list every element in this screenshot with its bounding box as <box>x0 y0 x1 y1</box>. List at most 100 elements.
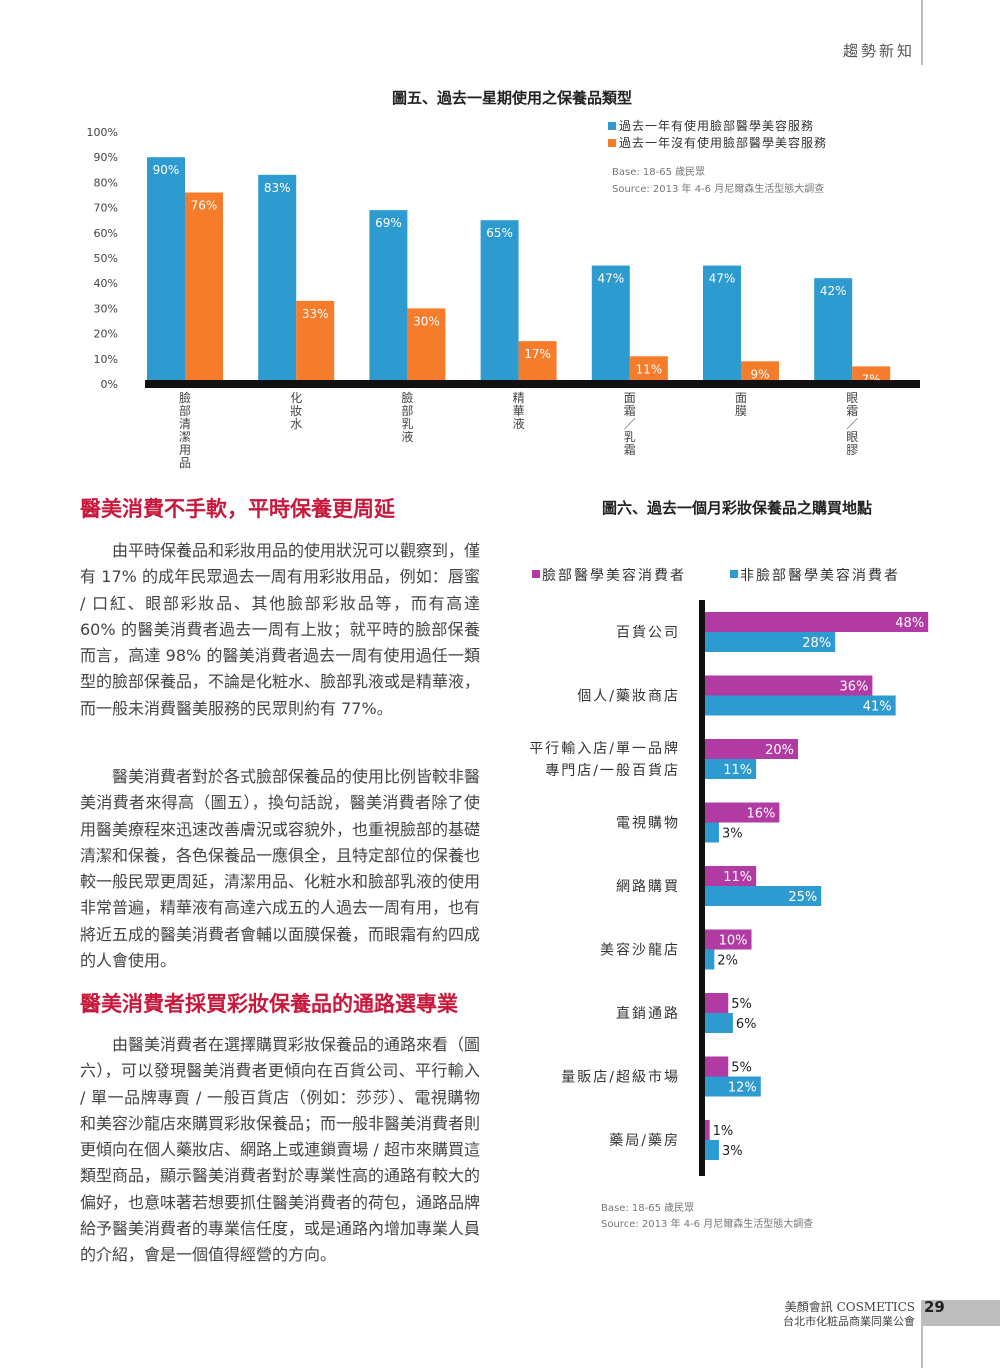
bar <box>705 695 896 716</box>
category-label: 水 <box>290 417 302 431</box>
category-label: 藥局/藥房 <box>609 1133 680 1149</box>
bar <box>147 157 185 384</box>
bar <box>705 1013 733 1033</box>
legend-swatch-blue <box>730 570 738 578</box>
bar-value-label: 36% <box>839 680 868 695</box>
category-label: 部 <box>401 403 413 418</box>
y-tick-label: 10% <box>94 353 118 366</box>
bar-value-label: 2% <box>717 954 738 969</box>
bar-value-label: 1% <box>713 1124 734 1139</box>
category-label: 液 <box>401 429 413 444</box>
bar-value-label: 47% <box>597 272 624 286</box>
chart6-title: 圖六、過去一個月彩妝保養品之購買地點 <box>602 499 872 517</box>
bar <box>705 1140 719 1160</box>
y-tick-label: 50% <box>94 252 118 265</box>
chart-usage-by-product-type: 圖五、過去一星期使用之保養品類型 100% 90% 80% 70% 60% 50% 40% 3… <box>87 89 920 470</box>
bar-value-label: 42% <box>820 284 847 298</box>
chart5-source-note: Source: 2013 年 4-6 月尼爾森生活型態大調查 <box>612 182 824 195</box>
bar <box>705 612 929 632</box>
bar-value-label: 6% <box>736 1017 757 1032</box>
chart6-legend: 臉部醫學美容消費者 非臉部醫學美容消費者 <box>532 567 900 584</box>
footer-divider <box>921 1300 923 1368</box>
legend-label-2: 非臉部醫學美容消費者 <box>740 567 900 584</box>
bar <box>705 739 798 759</box>
heading-2: 醫美消費者採買彩妝保養品的通路選專業 <box>80 992 458 1016</box>
category-label: 臉 <box>179 390 191 405</box>
y-tick-label: 60% <box>94 227 118 240</box>
legend-label-2: 過去一年沒有使用臉部醫學美容服務 <box>619 135 827 150</box>
chart5-baseline <box>145 380 920 388</box>
chart5-title: 圖五、過去一星期使用之保養品類型 <box>392 89 632 107</box>
bar-value-label: 30% <box>413 314 440 328</box>
legend-swatch-blue <box>608 122 616 130</box>
bar-value-label: 20% <box>765 743 794 758</box>
bar <box>185 192 223 384</box>
category-label: 清 <box>179 417 191 431</box>
page-number-bar <box>922 1300 1000 1326</box>
bar-value-label: 11% <box>723 763 752 778</box>
paragraph-1: 由平時保養品和彩妝用品的使用狀況可以觀察到，僅有 17% 的成年民眾過去一周有用… <box>80 541 481 718</box>
chart-purchase-channels: 圖六、過去一個月彩妝保養品之購買地點 臉部醫學美容消費者 非臉部醫學美容消費者 … <box>529 499 929 1230</box>
bar-value-label: 17% <box>524 347 551 361</box>
category-label: 膠 <box>846 443 858 457</box>
category-label: 液 <box>513 416 525 431</box>
category-label: 個人/藥妝商店 <box>577 689 680 705</box>
header-divider <box>921 0 923 65</box>
bar-value-label: 48% <box>895 616 924 631</box>
bar-value-label: 16% <box>746 807 775 822</box>
category-label: 眼 <box>846 430 858 444</box>
page-number: 29 <box>924 1298 945 1316</box>
chart6-base-note: Base: 18-65 歲民眾 <box>601 1201 694 1214</box>
y-tick-label: 90% <box>94 151 118 164</box>
bar <box>703 265 741 384</box>
chart6-category-labels: 百貨公司個人/藥妝商店平行輸入店/單一品牌專門店/一般百貨店電視購物網路購買美容… <box>529 624 680 1149</box>
paragraph-3: 由醫美消費者在選擇購買彩妝保養品的通路來看（圖六），可以發現醫美消費者更傾向在百… <box>80 1035 481 1265</box>
bar <box>705 675 873 696</box>
category-label: 百貨公司 <box>616 624 680 641</box>
chart6-source-note: Source: 2013 年 4-6 月尼爾森生活型態大調查 <box>601 1217 813 1230</box>
bar-value-label: 11% <box>635 362 662 376</box>
category-label: 眼 <box>846 391 858 405</box>
bar <box>705 993 729 1013</box>
category-label: 妝 <box>290 404 302 418</box>
category-label: 化 <box>290 391 302 405</box>
category-label: 華 <box>513 404 525 418</box>
category-label: 精 <box>513 391 525 405</box>
category-label: 乳 <box>401 417 413 431</box>
bar <box>480 220 519 384</box>
bar-value-label: 41% <box>863 700 892 715</box>
bar-value-label: 65% <box>486 226 513 240</box>
chart5-base-note: Base: 18-65 歲民眾 <box>612 165 705 178</box>
bar <box>705 1056 729 1077</box>
heading-1: 醫美消費不手軟，平時保養更周延 <box>80 497 395 521</box>
bar <box>705 632 836 652</box>
bar-value-label: 28% <box>802 636 831 651</box>
bar <box>629 356 668 384</box>
chart5-legend: 過去一年有使用臉部醫學美容服務 過去一年沒有使用臉部醫學美容服務 <box>608 118 827 150</box>
legend-swatch-orange <box>608 139 616 147</box>
category-label: 電視購物 <box>616 816 680 832</box>
category-label: ／ <box>624 417 636 431</box>
category-label: 平行輸入店/單一品牌 <box>529 740 680 757</box>
bar-value-label: 3% <box>722 1144 743 1159</box>
bar-value-label: 83% <box>264 181 291 195</box>
bar-value-label: 33% <box>302 307 329 321</box>
y-tick-label: 40% <box>94 277 118 290</box>
bar-value-label: 9% <box>750 367 769 381</box>
y-tick-label: 0% <box>101 378 118 391</box>
y-tick-label: 70% <box>94 202 118 215</box>
legend-swatch-purple <box>532 570 540 578</box>
bar <box>369 210 408 384</box>
category-label: 霜 <box>624 404 636 418</box>
category-label: 面 <box>624 391 636 405</box>
chart5-bars: 90%76%臉部清潔用品83%33%化妝水69%30%臉部乳液65%17%精華液… <box>147 157 891 470</box>
category-label: 潔 <box>179 430 191 444</box>
chart6-axis <box>699 600 705 1176</box>
bar <box>705 822 719 843</box>
category-label: 霜 <box>846 404 858 418</box>
bar-value-label: 10% <box>719 934 748 949</box>
bar-value-label: 11% <box>723 870 752 885</box>
category-label: 部 <box>179 403 191 418</box>
bar <box>705 886 822 906</box>
category-label: 網路購買 <box>616 879 680 895</box>
